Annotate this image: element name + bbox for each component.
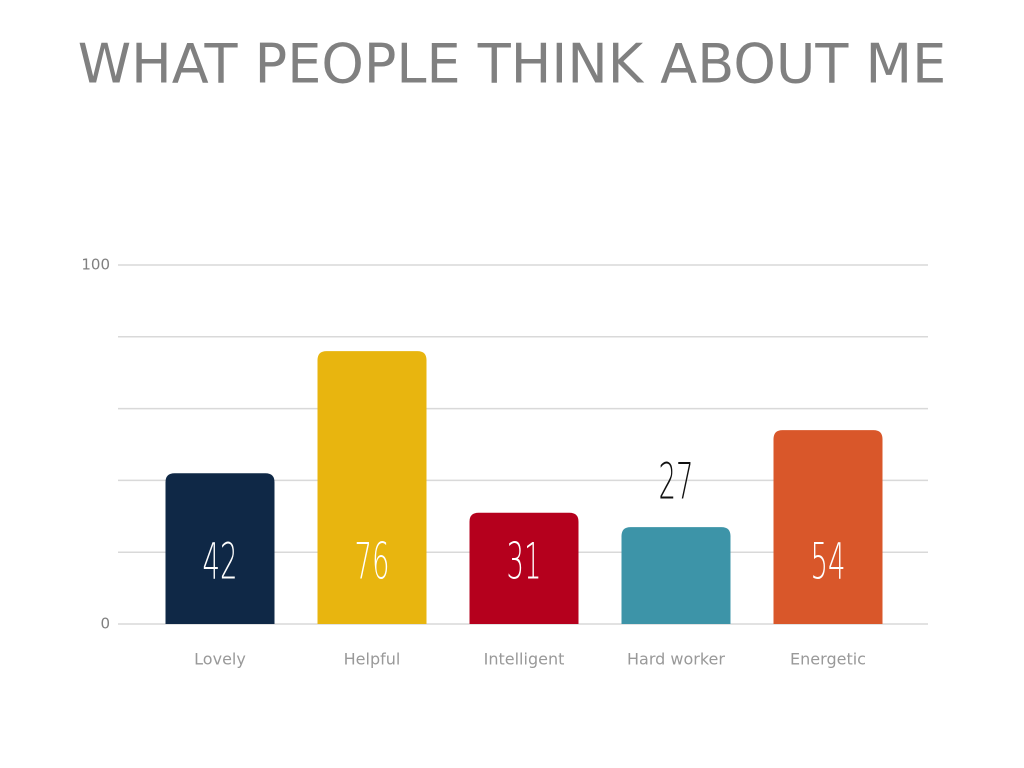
- x-tick-label: Hard worker: [627, 650, 725, 669]
- bar: [773, 430, 883, 624]
- x-tick-label: Lovely: [194, 650, 246, 669]
- bar: [621, 527, 731, 624]
- y-tick-label: 0: [100, 615, 110, 633]
- x-tick-label: Energetic: [790, 650, 866, 669]
- x-tick-label: Intelligent: [484, 650, 565, 669]
- bar: [469, 512, 579, 624]
- data-label: 42: [203, 533, 238, 591]
- x-tick-label: Helpful: [344, 650, 401, 669]
- bar: [165, 473, 275, 624]
- data-label: 54: [811, 533, 846, 591]
- data-label: 27: [659, 453, 694, 511]
- bar: [317, 351, 427, 624]
- y-tick-label: 100: [81, 256, 110, 274]
- data-label: 76: [355, 533, 390, 591]
- chart-title: WHAT PEOPLE THINK ABOUT ME: [78, 33, 946, 96]
- data-label: 31: [507, 533, 542, 591]
